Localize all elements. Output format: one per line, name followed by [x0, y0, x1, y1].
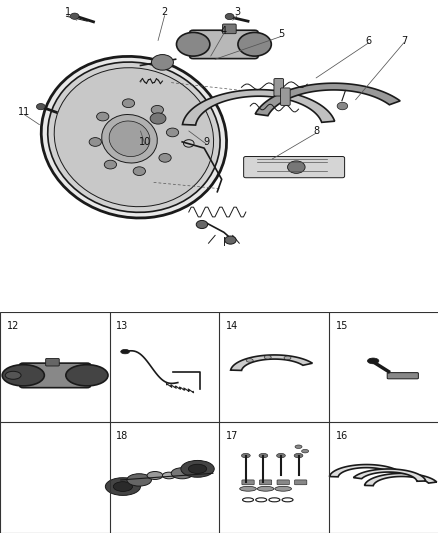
Text: 17: 17: [226, 431, 238, 441]
Circle shape: [96, 112, 109, 121]
Text: 6: 6: [365, 36, 371, 45]
Text: 12: 12: [7, 321, 19, 330]
Circle shape: [294, 445, 301, 448]
Text: 13: 13: [116, 321, 128, 330]
Text: 16: 16: [335, 431, 347, 441]
Circle shape: [162, 472, 175, 479]
Circle shape: [293, 454, 302, 458]
Circle shape: [122, 99, 134, 108]
Circle shape: [180, 461, 214, 477]
Text: 3: 3: [233, 7, 240, 18]
Circle shape: [196, 221, 207, 229]
FancyBboxPatch shape: [189, 30, 258, 59]
FancyBboxPatch shape: [46, 359, 59, 366]
FancyBboxPatch shape: [243, 157, 344, 177]
Circle shape: [225, 13, 233, 20]
Ellipse shape: [41, 56, 226, 218]
Text: 11: 11: [18, 107, 30, 117]
Circle shape: [105, 478, 140, 495]
FancyBboxPatch shape: [259, 480, 271, 485]
FancyBboxPatch shape: [280, 88, 290, 106]
Text: 8: 8: [312, 126, 318, 136]
Text: 5: 5: [277, 29, 283, 39]
FancyBboxPatch shape: [222, 24, 236, 34]
Circle shape: [89, 138, 101, 147]
Ellipse shape: [48, 62, 219, 212]
Circle shape: [301, 449, 308, 453]
Circle shape: [120, 350, 129, 354]
Text: 14: 14: [226, 321, 238, 330]
Ellipse shape: [102, 115, 157, 163]
Circle shape: [113, 482, 132, 491]
FancyBboxPatch shape: [276, 480, 289, 485]
Ellipse shape: [109, 121, 149, 157]
Circle shape: [66, 365, 108, 386]
Circle shape: [246, 359, 253, 362]
Ellipse shape: [54, 68, 213, 207]
Circle shape: [224, 236, 236, 244]
Text: 1: 1: [65, 7, 71, 18]
Circle shape: [176, 33, 209, 56]
Polygon shape: [254, 83, 399, 116]
Circle shape: [151, 106, 163, 114]
Circle shape: [104, 160, 117, 169]
Circle shape: [367, 358, 378, 364]
Circle shape: [133, 167, 145, 175]
Text: 7: 7: [400, 36, 406, 45]
Text: 9: 9: [203, 137, 209, 147]
Circle shape: [276, 454, 285, 458]
Circle shape: [150, 113, 166, 124]
Ellipse shape: [274, 486, 291, 491]
Text: 10: 10: [138, 137, 151, 147]
Polygon shape: [230, 355, 312, 370]
Ellipse shape: [257, 486, 273, 491]
Ellipse shape: [239, 486, 256, 491]
Text: 18: 18: [116, 431, 128, 441]
Circle shape: [159, 154, 171, 162]
FancyBboxPatch shape: [386, 373, 417, 379]
Polygon shape: [182, 90, 334, 125]
FancyBboxPatch shape: [273, 78, 283, 96]
Polygon shape: [328, 465, 401, 477]
Circle shape: [287, 161, 304, 173]
Circle shape: [2, 365, 44, 386]
FancyBboxPatch shape: [20, 363, 90, 387]
Circle shape: [336, 102, 347, 110]
Circle shape: [237, 33, 271, 56]
Polygon shape: [364, 473, 436, 486]
Circle shape: [5, 372, 21, 379]
Circle shape: [166, 128, 178, 137]
Circle shape: [36, 103, 45, 110]
Circle shape: [70, 13, 79, 19]
Circle shape: [171, 468, 193, 479]
Circle shape: [147, 472, 162, 480]
Circle shape: [241, 454, 250, 458]
Circle shape: [188, 464, 206, 473]
Text: 4: 4: [220, 26, 226, 36]
Text: 15: 15: [335, 321, 347, 330]
Circle shape: [258, 454, 267, 458]
Circle shape: [264, 356, 271, 359]
FancyBboxPatch shape: [294, 480, 306, 485]
Circle shape: [283, 356, 290, 360]
Polygon shape: [353, 469, 425, 481]
Circle shape: [151, 54, 173, 70]
Circle shape: [127, 474, 151, 486]
Text: 2: 2: [161, 7, 167, 18]
FancyBboxPatch shape: [241, 480, 254, 485]
